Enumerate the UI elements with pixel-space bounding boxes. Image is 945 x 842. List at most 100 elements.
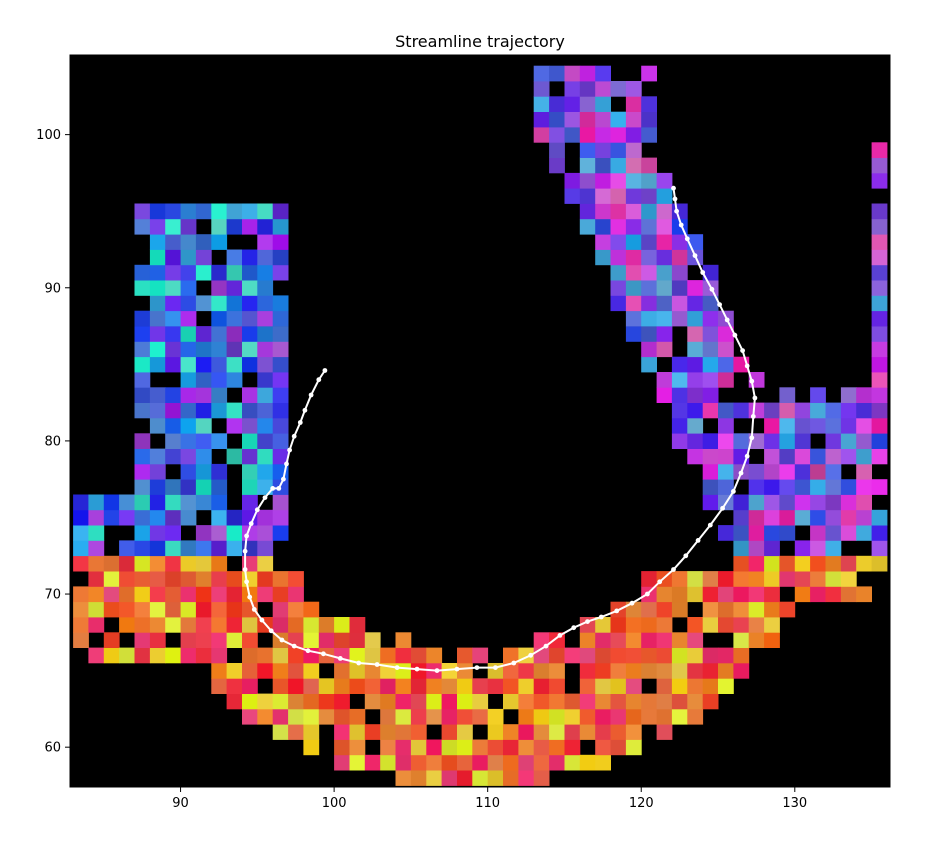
voxel-cell <box>257 372 274 388</box>
voxel-cell <box>272 234 289 250</box>
streamline-point <box>732 332 738 338</box>
voxel-cell <box>165 509 181 526</box>
voxel-cell <box>533 647 550 664</box>
voxel-cell <box>395 678 412 694</box>
voxel-cell <box>718 326 734 342</box>
voxel-cell <box>610 81 627 97</box>
voxel-cell <box>165 341 181 358</box>
voxel-cell <box>242 387 258 403</box>
voxel-cell <box>656 341 673 358</box>
voxel-cell <box>687 326 704 342</box>
voxel-cell <box>457 770 473 786</box>
voxel-cell <box>687 402 704 419</box>
voxel-cell <box>134 356 151 373</box>
voxel-cell <box>318 708 335 725</box>
x-tick-label: 90 <box>172 796 189 811</box>
voxel-cell <box>595 647 611 664</box>
voxel-cell <box>794 463 811 480</box>
voxel-cell <box>165 387 181 403</box>
voxel-cell <box>165 479 181 495</box>
voxel-cell <box>702 310 719 327</box>
voxel-cell <box>718 479 734 495</box>
voxel-cell <box>272 525 289 541</box>
voxel-cell <box>610 693 627 710</box>
voxel-cell <box>211 326 228 342</box>
voxel-cell <box>457 724 473 740</box>
voxel-cell <box>180 617 197 633</box>
voxel-cell <box>871 326 888 342</box>
voxel-cell <box>579 693 596 710</box>
voxel-cell <box>242 310 258 327</box>
voxel-cell <box>257 586 274 603</box>
voxel-cell <box>702 402 719 419</box>
voxel-cell <box>579 708 596 725</box>
voxel-cell <box>810 463 826 480</box>
plot-frame <box>69 54 891 788</box>
streamline-point <box>700 270 706 275</box>
voxel-cell <box>702 617 719 633</box>
voxel-cell <box>226 601 243 618</box>
voxel-cell <box>687 586 704 603</box>
voxel-cell <box>595 617 611 633</box>
voxel-cell <box>257 310 274 327</box>
voxel-cell <box>195 540 212 557</box>
voxel-cell <box>226 663 243 679</box>
voxel-cell <box>88 586 105 603</box>
voxel-cell <box>718 463 734 480</box>
voxel-cell <box>272 693 289 710</box>
voxel-cell <box>733 509 750 526</box>
voxel-cell <box>211 509 228 526</box>
voxel-cell <box>134 494 151 511</box>
voxel-cell <box>549 739 565 756</box>
voxel-cell <box>687 387 704 403</box>
voxel-cell <box>180 234 197 250</box>
voxel-cell <box>226 617 243 633</box>
voxel-cell <box>180 356 197 373</box>
voxel-cell <box>564 739 581 756</box>
voxel-cell <box>641 203 657 220</box>
voxel-cell <box>165 234 181 250</box>
voxel-cell <box>733 540 750 557</box>
voxel-cell <box>441 770 458 786</box>
voxel-cell <box>242 356 258 373</box>
voxel-cell <box>119 494 135 511</box>
voxel-cell <box>656 663 673 679</box>
streamline-point <box>692 253 698 258</box>
voxel-cell <box>656 724 673 740</box>
voxel-cell <box>180 310 197 327</box>
streamline-point <box>297 420 303 425</box>
voxel-cell <box>825 433 842 449</box>
voxel-cell <box>503 724 519 740</box>
voxel-cell <box>871 555 888 572</box>
voxel-cell <box>134 387 151 403</box>
voxel-cell <box>825 463 842 480</box>
voxel-cell <box>272 218 289 235</box>
streamline-point <box>672 196 678 202</box>
voxel-cell <box>242 417 258 434</box>
voxel-cell <box>702 433 719 449</box>
voxel-cell <box>149 540 166 557</box>
voxel-cell <box>349 739 366 756</box>
voxel-cell <box>687 372 704 388</box>
voxel-cell <box>533 81 550 97</box>
streamline-point <box>709 286 715 292</box>
streamline-point <box>671 185 676 191</box>
voxel-cell <box>88 540 105 557</box>
voxel-cell <box>702 586 719 603</box>
voxel-cell <box>349 663 366 679</box>
voxel-cell <box>380 739 396 756</box>
voxel-cell <box>195 632 212 648</box>
voxel-cell <box>380 647 396 664</box>
voxel-cell <box>656 586 673 603</box>
voxel-cell <box>840 387 857 403</box>
voxel-cell <box>88 555 105 572</box>
voxel-cell <box>149 280 166 296</box>
voxel-cell <box>856 555 872 572</box>
streamline-point <box>337 656 343 661</box>
voxel-cell <box>226 295 243 312</box>
voxel-cell <box>825 525 842 541</box>
voxel-cell <box>226 402 243 419</box>
voxel-cell <box>441 663 458 679</box>
voxel-cell <box>579 632 596 648</box>
voxel-cell <box>702 479 719 495</box>
